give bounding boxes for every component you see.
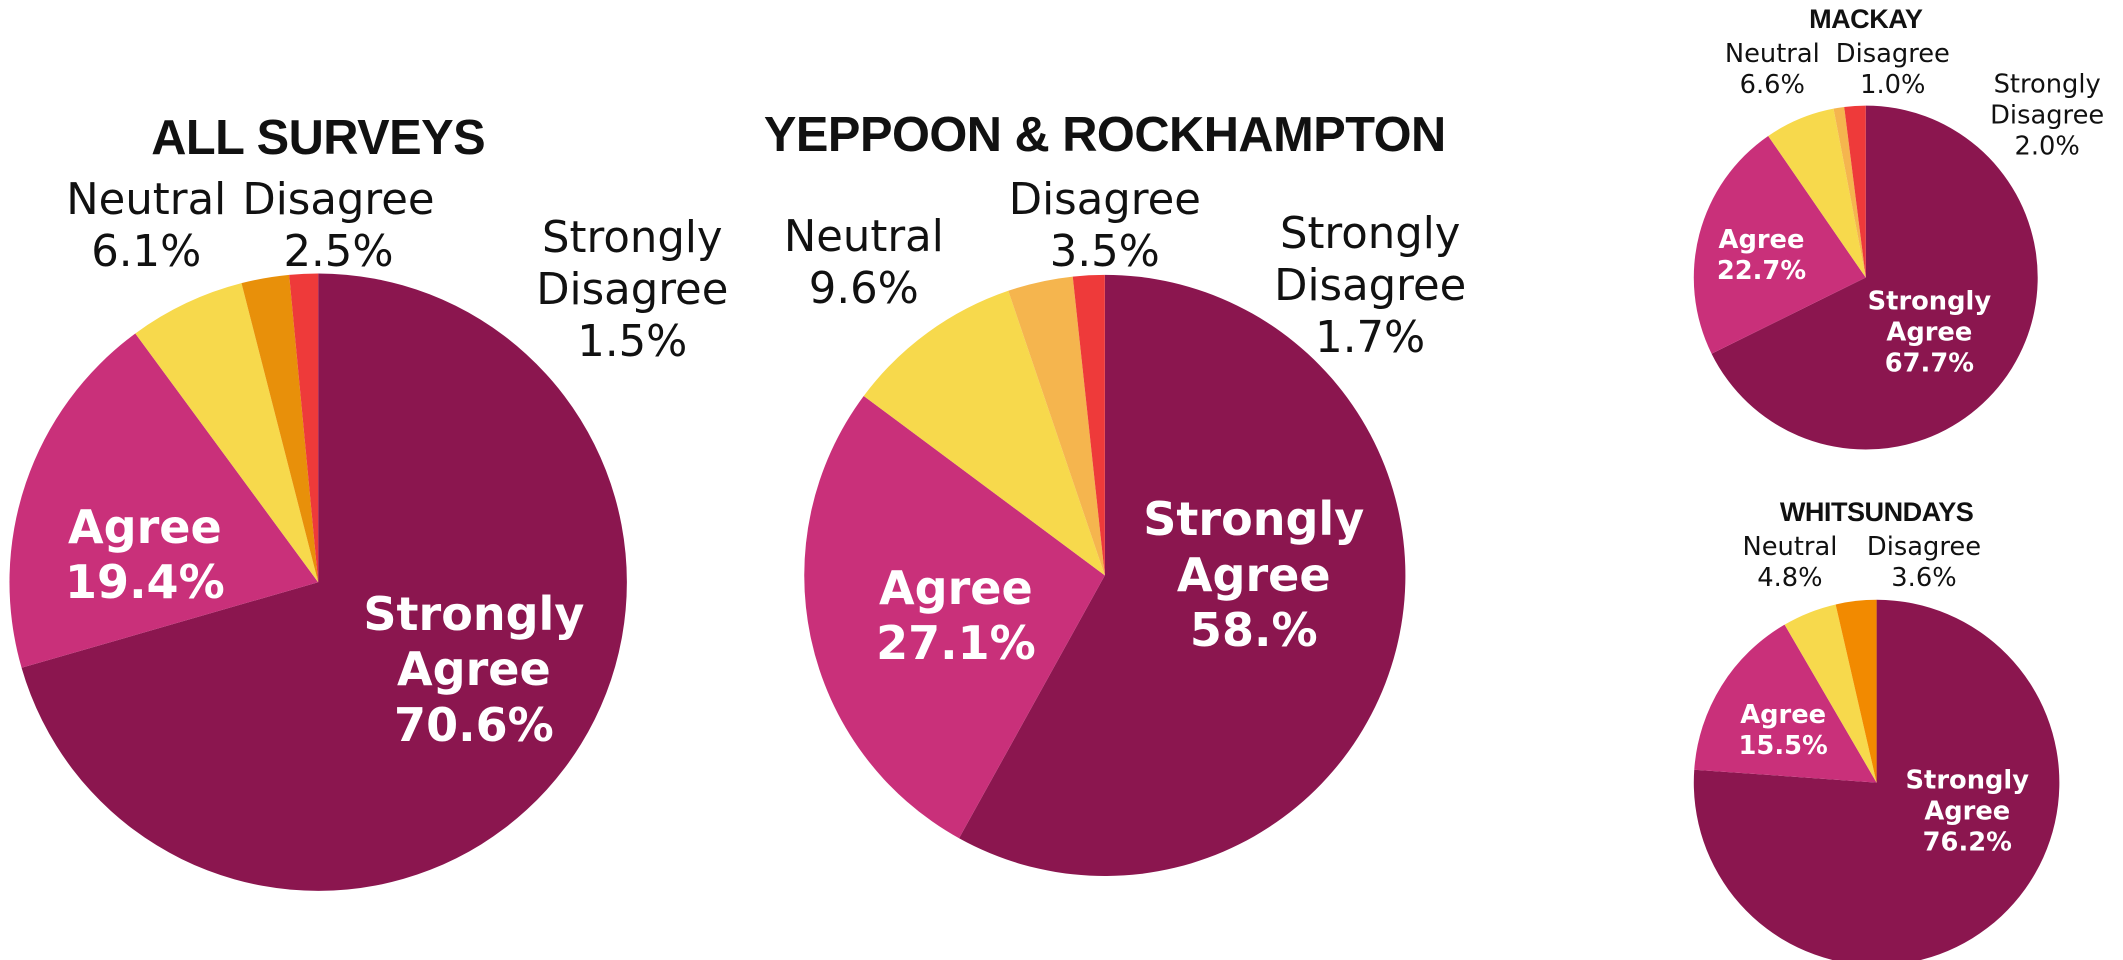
- slice-label: Strongly Disagree 2.0%: [1990, 70, 2104, 163]
- value-label: 67.7%: [1884, 348, 1974, 379]
- slice-label: Strongly Disagree 1.5%: [536, 213, 728, 369]
- value-label: 6.6%: [1739, 70, 1805, 101]
- chart-title: ALL SURVEYS: [151, 111, 486, 166]
- pie-slice: [1711, 105, 2038, 450]
- pie-slice: [1833, 106, 1866, 278]
- slice-label: Disagree 3.6%: [1867, 532, 1981, 594]
- category-label: Strongly Agree: [1905, 766, 2030, 827]
- pie-slice: [241, 274, 319, 583]
- value-label: 3.5%: [1049, 227, 1160, 278]
- value-label: 70.6%: [394, 697, 554, 752]
- slice-label: Neutral 6.6%: [1725, 40, 1820, 102]
- value-label: 76.2%: [1922, 827, 2012, 858]
- pie-slice: [289, 273, 319, 583]
- category-label: Neutral: [66, 175, 227, 226]
- category-label: Agree: [1740, 700, 1827, 731]
- value-label: 6.1%: [91, 227, 202, 278]
- slice-label: Strongly Agree 67.7%: [1868, 287, 1991, 380]
- category-label: Agree: [879, 560, 1033, 615]
- category-label: Agree: [68, 499, 222, 554]
- value-label: 27.1%: [876, 616, 1036, 671]
- slice-label: Strongly Disagree 1.7%: [1274, 209, 1466, 365]
- slice-label: Agree 27.1%: [876, 561, 1036, 671]
- value-label: 2.5%: [283, 227, 394, 278]
- slice-label: Disagree 2.5%: [242, 175, 434, 279]
- chart-title: YEPPOON & ROCKHAMPTON: [763, 108, 1446, 163]
- slice-label: Strongly Agree 70.6%: [363, 587, 584, 753]
- value-label: 22.7%: [1716, 255, 1807, 286]
- category-label: Disagree: [1866, 532, 1982, 563]
- category-label: Disagree: [242, 175, 435, 226]
- value-label: 58.%: [1189, 603, 1318, 658]
- value-label: 1.0%: [1860, 70, 1926, 101]
- pie-slice: [1844, 105, 1866, 278]
- category-label: Neutral: [783, 212, 944, 263]
- category-label: Disagree: [1835, 39, 1950, 70]
- slice-label: Neutral 4.8%: [1742, 532, 1837, 594]
- slice-label: Strongly Agree 58.%: [1143, 493, 1364, 659]
- slice-label: Agree 22.7%: [1717, 225, 1806, 287]
- category-label: Strongly Disagree: [536, 213, 729, 316]
- pie-slice: [1768, 108, 1866, 278]
- slice-label: Neutral 6.1%: [66, 175, 226, 279]
- slice-label: Strongly Agree 76.2%: [1906, 766, 2029, 859]
- value-label: 9.6%: [808, 264, 919, 315]
- value-label: 19.4%: [65, 555, 225, 610]
- slice-label: Disagree 3.5%: [1009, 175, 1201, 279]
- value-label: 15.5%: [1738, 731, 1828, 762]
- category-label: Neutral: [1724, 39, 1820, 70]
- slice-label: Disagree 1.0%: [1836, 40, 1950, 102]
- pie-slice: [1784, 604, 1877, 783]
- pie-slice: [1693, 135, 1866, 354]
- value-label: 1.5%: [577, 317, 688, 368]
- category-label: Strongly Agree: [363, 587, 585, 697]
- pie-slice: [1694, 624, 1877, 783]
- pie-slice: [863, 290, 1105, 576]
- pie-slice: [1008, 276, 1105, 576]
- pie-slice: [9, 333, 319, 668]
- chart-title: MACKAY: [1809, 2, 1923, 34]
- pie-slice: [21, 273, 627, 891]
- pie-slice: [959, 274, 1406, 877]
- value-label: 4.8%: [1757, 563, 1823, 594]
- category-label: Disagree: [1008, 175, 1201, 226]
- value-label: 3.6%: [1891, 563, 1957, 594]
- slice-label: Agree 19.4%: [65, 500, 225, 610]
- chart-title: WHITSUNDAYS: [1779, 495, 1974, 527]
- slice-label: Agree 15.5%: [1739, 700, 1828, 762]
- value-label: 1.7%: [1315, 313, 1426, 364]
- category-label: Strongly Disagree: [1274, 209, 1467, 312]
- pie-slice: [1072, 274, 1105, 576]
- pie-slice: [1835, 599, 1877, 783]
- category-label: Agree: [1718, 225, 1805, 256]
- value-label: 2.0%: [2014, 131, 2080, 162]
- pie-slice: [804, 395, 1105, 839]
- category-label: Strongly Agree: [1867, 286, 1992, 348]
- category-label: Strongly Disagree: [1990, 70, 2105, 132]
- pie-slice: [135, 283, 319, 583]
- pie-slice: [1693, 599, 2060, 960]
- category-label: Strongly Agree: [1143, 492, 1365, 602]
- category-label: Neutral: [1742, 532, 1838, 563]
- slice-label: Neutral 9.6%: [784, 212, 944, 316]
